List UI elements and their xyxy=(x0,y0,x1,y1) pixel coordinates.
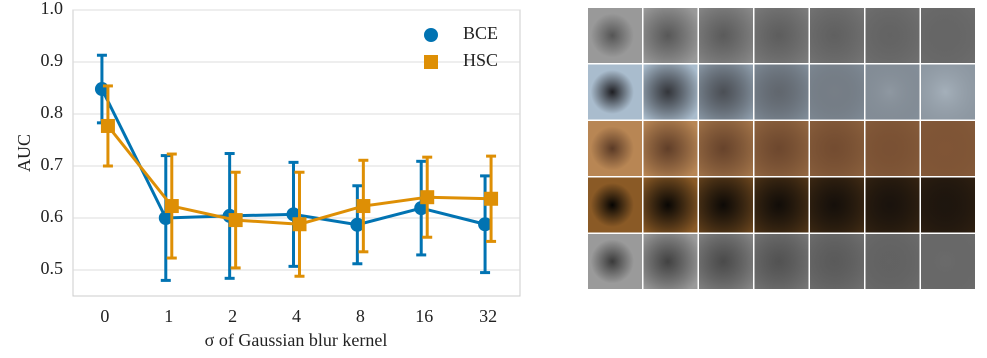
thumbnail xyxy=(810,64,864,120)
legend-marker xyxy=(424,55,438,69)
thumbnail xyxy=(588,8,642,63)
thumbnail xyxy=(699,64,753,120)
thumbnail xyxy=(865,121,920,176)
image-grid xyxy=(588,8,975,289)
y-tick-label: 0.7 xyxy=(41,154,64,174)
x-tick-label: 4 xyxy=(292,306,301,326)
marker xyxy=(356,199,371,214)
thumbnail xyxy=(643,64,698,120)
thumbnail xyxy=(865,8,920,63)
x-tick-label: 8 xyxy=(356,306,365,326)
thumbnail xyxy=(643,8,698,63)
legend-label: HSC xyxy=(463,50,498,70)
thumbnail xyxy=(699,177,753,233)
thumbnail xyxy=(754,177,809,233)
thumbnail xyxy=(865,177,920,233)
thumbnail xyxy=(921,177,975,233)
thumbnail xyxy=(810,8,864,63)
legend-marker xyxy=(424,28,438,42)
thumbnail xyxy=(865,234,920,289)
x-tick-label: 16 xyxy=(415,306,433,326)
thumbnail xyxy=(810,121,864,176)
thumbnail xyxy=(588,64,642,120)
thumbnail xyxy=(643,177,698,233)
marker xyxy=(164,199,179,214)
thumbnail xyxy=(865,64,920,120)
thumbnail xyxy=(588,234,642,289)
x-tick-label: 32 xyxy=(479,306,497,326)
marker xyxy=(228,213,243,228)
marker xyxy=(478,217,493,232)
marker xyxy=(158,211,173,225)
y-tick-label: 0.9 xyxy=(41,50,64,70)
y-axis-label: AUC xyxy=(14,134,34,172)
thumbnail xyxy=(754,8,809,63)
thumbnail xyxy=(921,234,975,289)
x-tick-label: 2 xyxy=(228,306,237,326)
marker xyxy=(100,118,115,133)
marker xyxy=(292,217,307,232)
thumbnail xyxy=(643,234,698,289)
thumbnail xyxy=(754,234,809,289)
y-tick-label: 0.5 xyxy=(41,258,64,278)
thumbnail xyxy=(921,121,975,176)
marker xyxy=(420,190,435,205)
legend-label: BCE xyxy=(463,23,498,43)
marker xyxy=(484,191,499,206)
thumbnail xyxy=(699,234,753,289)
thumbnail xyxy=(588,177,642,233)
marker xyxy=(414,201,429,216)
x-tick-label: 1 xyxy=(164,306,173,326)
x-axis-label: σ of Gaussian blur kernel xyxy=(205,330,388,350)
thumbnail xyxy=(810,177,864,233)
thumbnail xyxy=(699,8,753,63)
y-tick-label: 1.0 xyxy=(41,0,64,18)
thumbnail xyxy=(921,8,975,63)
thumbnail xyxy=(588,121,642,176)
thumbnail xyxy=(921,64,975,120)
y-tick-label: 0.6 xyxy=(41,206,64,226)
thumbnail xyxy=(699,121,753,176)
thumbnail xyxy=(643,121,698,176)
x-tick-label: 0 xyxy=(100,306,109,326)
marker xyxy=(350,217,365,232)
thumbnail xyxy=(754,121,809,176)
plot-frame xyxy=(72,9,521,297)
thumbnail xyxy=(810,234,864,289)
thumbnail xyxy=(754,64,809,120)
y-tick-label: 0.8 xyxy=(41,102,64,122)
